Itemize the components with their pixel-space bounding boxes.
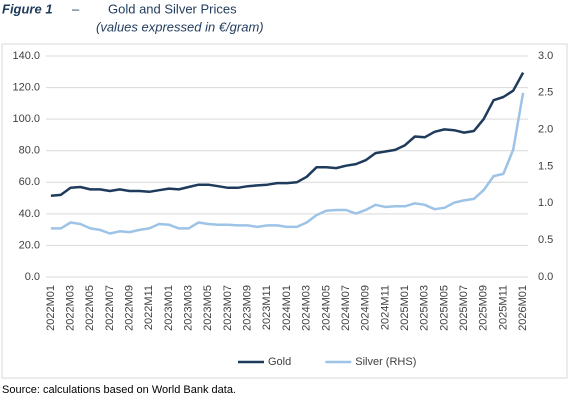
x-tick-label: 2025M11: [497, 285, 509, 330]
figure-label: Figure 1: [2, 1, 53, 16]
x-tick-label: 2023M03: [183, 285, 195, 331]
y-tick-label: 0.0: [25, 271, 40, 283]
x-tick-label: 2026M01: [517, 285, 529, 331]
chart-frame: [1, 43, 568, 379]
x-tick-label: 2024M09: [360, 285, 372, 331]
x-tick-label: 2025M01: [399, 285, 411, 331]
y-tick-label: 60.0: [19, 176, 40, 188]
y-tick-label: 100.0: [12, 113, 40, 125]
x-tick-label: 2023M05: [202, 285, 214, 331]
y-tick-label: 80.0: [19, 145, 40, 157]
y-tick-label: 20.0: [19, 239, 40, 251]
y2-tick-label: 0.0: [538, 271, 553, 283]
y2-tick-label: 1.5: [538, 160, 553, 172]
x-tick-label: 2024M03: [301, 285, 313, 331]
separator: –: [72, 1, 80, 16]
y2-tick-label: 3.0: [538, 50, 553, 62]
legend-label: Gold: [268, 356, 291, 368]
x-tick-label: 2025M05: [438, 285, 450, 331]
x-tick-label: 2023M01: [163, 285, 175, 331]
y2-tick-label: 0.5: [538, 234, 553, 246]
source-note: Source: calculations based on World Bank…: [2, 384, 236, 396]
x-tick-label: 2024M01: [281, 285, 293, 331]
y2-tick-label: 1.0: [538, 197, 553, 209]
x-tick-label: 2025M09: [478, 285, 490, 331]
x-tick-label: 2023M09: [242, 285, 254, 331]
y2-tick-label: 2.0: [538, 124, 553, 136]
x-tick-label: 2022M09: [124, 285, 136, 331]
x-tick-label: 2025M03: [419, 285, 431, 331]
x-tick-label: 2022M11: [143, 285, 155, 330]
y-tick-label: 120.0: [12, 81, 40, 93]
x-tick-label: 2022M01: [45, 285, 57, 331]
x-tick-label: 2024M11: [379, 285, 391, 330]
x-tick-label: 2022M03: [64, 285, 76, 331]
data-line: [50, 92, 525, 235]
x-tick-label: 2025M07: [458, 285, 470, 331]
x-tick-label: 2024M07: [340, 285, 352, 331]
x-tick-label: 2022M07: [104, 285, 116, 331]
data-line: [50, 72, 525, 197]
x-tick-label: 2023M11: [261, 285, 273, 330]
y-tick-label: 40.0: [19, 208, 40, 220]
y2-tick-label: 2.5: [538, 87, 553, 99]
x-tick-label: 2024M05: [320, 285, 332, 331]
y-tick-label: 140.0: [12, 50, 40, 62]
x-tick-label: 2023M07: [222, 285, 234, 331]
chart-title: Gold and Silver Prices: [108, 1, 237, 16]
x-tick-label: 2022M05: [84, 285, 96, 331]
legend-label: Silver (RHS): [355, 356, 416, 368]
chart-subtitle: (values expressed in €/gram): [96, 19, 264, 34]
